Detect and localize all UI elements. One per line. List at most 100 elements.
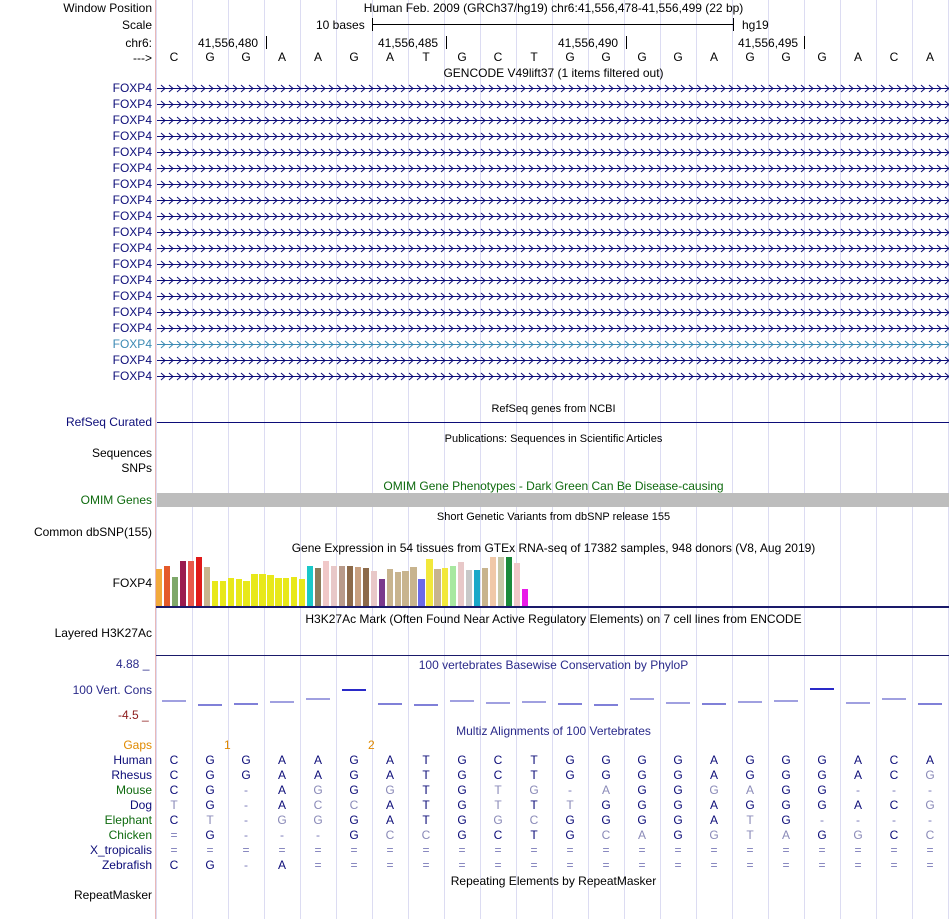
gtex-tissue-bar[interactable] (275, 578, 282, 606)
phylop-track-title[interactable]: 100 vertebrates Basewise Conservation by… (418, 658, 689, 672)
phylop-score-mark[interactable] (558, 702, 582, 705)
phylop-score-mark[interactable] (630, 698, 654, 700)
gencode-transcript-feature[interactable] (157, 84, 949, 93)
gtex-tissue-bar[interactable] (171, 577, 179, 606)
gencode-transcript-label[interactable]: FOXP4 (112, 97, 152, 111)
gtex-tissue-bar[interactable] (354, 567, 362, 606)
gtex-tissue-bar[interactable] (362, 568, 369, 606)
species-label[interactable]: Rhesus (111, 768, 152, 782)
gtex-tissue-bar[interactable] (426, 559, 433, 606)
phylop-score-mark[interactable] (774, 700, 798, 703)
gtex-tissue-bar[interactable] (179, 561, 187, 606)
species-label[interactable]: Chicken (108, 828, 152, 842)
phylop-score-mark[interactable] (702, 702, 726, 705)
gtex-tissue-bar[interactable] (243, 581, 250, 606)
gtex-tissue-bar[interactable] (156, 569, 163, 606)
phylop-score-mark[interactable] (162, 700, 186, 703)
gtex-tissue-bar[interactable] (299, 579, 306, 606)
gencode-transcript-label[interactable]: FOXP4 (112, 129, 152, 143)
species-label[interactable]: Elephant (104, 813, 152, 827)
window-position-value[interactable]: Human Feb. 2009 (GRCh37/hg19) chr6:41,55… (363, 1, 744, 15)
refseq-gene-line[interactable] (157, 422, 949, 423)
gencode-transcript-feature[interactable] (157, 340, 949, 349)
omim-track-label[interactable]: OMIM Genes (80, 493, 152, 507)
gtex-tissue-bar[interactable] (386, 569, 393, 606)
species-label[interactable]: Zebrafish (101, 858, 152, 872)
gtex-tissue-bar[interactable] (267, 575, 274, 606)
gencode-transcript-label[interactable]: FOXP4 (112, 177, 152, 191)
phylop-score-mark[interactable] (810, 688, 834, 691)
gtex-tissue-bar[interactable] (378, 579, 385, 606)
gencode-transcript-feature[interactable] (157, 324, 949, 333)
gencode-transcript-label[interactable]: FOXP4 (112, 225, 152, 239)
gencode-transcript-feature[interactable] (157, 228, 949, 237)
dbsnp-track-title[interactable]: Short Genetic Variants from dbSNP releas… (436, 511, 671, 523)
species-label[interactable]: Mouse (115, 783, 152, 797)
gtex-tissue-bar[interactable] (219, 581, 226, 606)
gtex-tissue-bar[interactable] (187, 561, 195, 606)
phylop-score-mark[interactable] (270, 701, 294, 704)
gencode-transcript-feature[interactable] (157, 132, 949, 141)
gtex-tissue-bar[interactable] (370, 571, 377, 606)
phylop-score-mark[interactable] (882, 698, 906, 700)
phylop-track-label[interactable]: 100 Vert. Cons (72, 683, 152, 697)
gtex-tissue-bar[interactable] (338, 566, 346, 606)
gtex-tissue-bar[interactable] (163, 566, 171, 606)
refseq-track-title[interactable]: RefSeq genes from NCBI (491, 403, 616, 415)
phylop-score-mark[interactable] (414, 704, 438, 707)
gtex-tissue-bar[interactable] (251, 574, 258, 606)
gencode-transcript-label[interactable]: FOXP4 (112, 369, 152, 383)
gencode-transcript-feature[interactable] (157, 180, 949, 189)
gtex-gene-label[interactable]: FOXP4 (112, 576, 152, 590)
gencode-transcript-label[interactable]: FOXP4 (112, 257, 152, 271)
gtex-tissue-bar[interactable] (497, 557, 505, 606)
phylop-score-mark[interactable] (378, 702, 402, 705)
gtex-tissue-bar[interactable] (450, 566, 457, 606)
gencode-transcript-feature[interactable] (157, 372, 949, 381)
gencode-transcript-label[interactable]: FOXP4 (112, 289, 152, 303)
species-label[interactable]: Human (113, 753, 152, 767)
gencode-transcript-label[interactable]: FOXP4 (112, 161, 152, 175)
gencode-transcript-label[interactable]: FOXP4 (112, 209, 152, 223)
gtex-tissue-bar[interactable] (227, 578, 234, 606)
gencode-transcript-label[interactable]: FOXP4 (112, 145, 152, 159)
gencode-transcript-label[interactable]: FOXP4 (112, 321, 152, 335)
gtex-tissue-bar[interactable] (521, 589, 528, 606)
gencode-transcript-feature[interactable] (157, 260, 949, 269)
gencode-transcript-feature[interactable] (157, 276, 949, 285)
gencode-transcript-feature[interactable] (157, 100, 949, 109)
gtex-tissue-bar[interactable] (259, 574, 266, 606)
dbsnp-track-label[interactable]: Common dbSNP(155) (33, 525, 152, 539)
phylop-score-mark[interactable] (918, 702, 942, 705)
phylop-score-mark[interactable] (522, 701, 546, 704)
phylop-score-mark[interactable] (450, 700, 474, 703)
species-label[interactable]: X_tropicalis (89, 843, 152, 857)
phylop-score-mark[interactable] (234, 702, 258, 705)
gtex-tissue-bar[interactable] (402, 571, 409, 606)
gtex-tissue-bar[interactable] (474, 570, 481, 606)
publications-sequences-label[interactable]: Sequences (91, 446, 152, 460)
gtex-expression-chart[interactable] (156, 556, 536, 606)
gencode-transcript-label[interactable]: FOXP4 (112, 113, 152, 127)
phylop-score-mark[interactable] (198, 704, 222, 707)
gencode-transcript-label[interactable]: FOXP4 (112, 337, 152, 351)
species-label[interactable]: Dog (129, 798, 152, 812)
gtex-tissue-bar[interactable] (458, 562, 465, 606)
phylop-score-mark[interactable] (594, 703, 618, 706)
gtex-tissue-bar[interactable] (410, 567, 417, 606)
gtex-tissue-bar[interactable] (322, 561, 330, 606)
gtex-tissue-bar[interactable] (481, 568, 489, 606)
gtex-tissue-bar[interactable] (394, 572, 401, 606)
gencode-transcript-feature[interactable] (157, 212, 949, 221)
gencode-transcript-feature[interactable] (157, 164, 949, 173)
gtex-tissue-bar[interactable] (315, 568, 322, 606)
gtex-tissue-bar[interactable] (489, 557, 497, 606)
h3k27ac-track-label[interactable]: Layered H3K27Ac (54, 626, 152, 640)
gencode-transcript-label[interactable]: FOXP4 (112, 273, 152, 287)
gencode-track-title[interactable]: GENCODE V49lift37 (1 items filtered out) (443, 66, 664, 80)
h3k27ac-track-title[interactable]: H3K27Ac Mark (Often Found Near Active Re… (305, 612, 802, 626)
gtex-tissue-bar[interactable] (203, 567, 210, 606)
gtex-tissue-bar[interactable] (291, 577, 298, 606)
gtex-tissue-bar[interactable] (346, 566, 354, 606)
repeatmasker-track-title[interactable]: Repeating Elements by RepeatMasker (450, 874, 657, 888)
